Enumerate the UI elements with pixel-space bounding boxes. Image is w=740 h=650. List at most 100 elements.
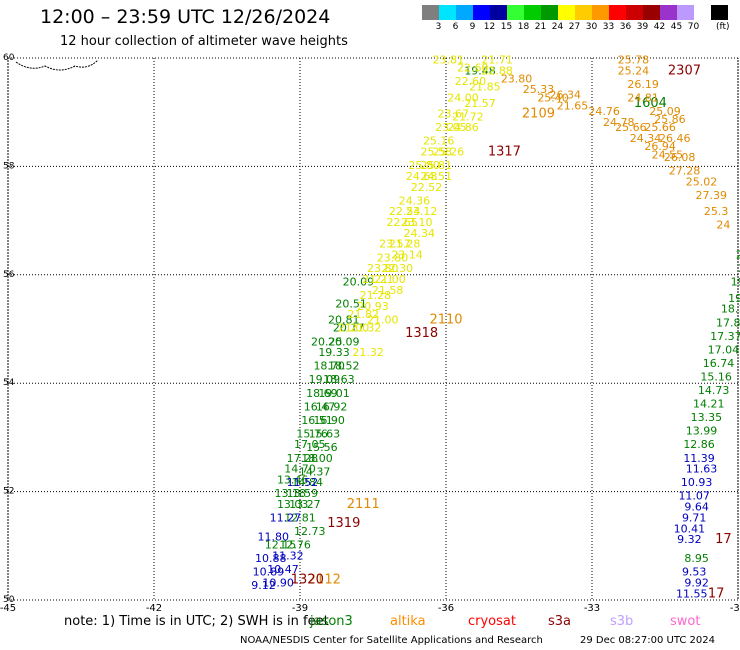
wave-height-label: 24.34 bbox=[630, 132, 662, 145]
wave-height-label: 25.40 bbox=[537, 91, 569, 104]
wave-height-label: 20.17 bbox=[333, 322, 365, 335]
colorbar-tick-label: 45 bbox=[670, 22, 683, 32]
mission-label-cryosat: cryosat bbox=[468, 614, 516, 629]
wave-height-label: 11.32 bbox=[272, 549, 304, 562]
wave-height-label: 22.54 bbox=[389, 205, 421, 218]
wave-height-label: 23.14 bbox=[391, 249, 423, 262]
y-tick-label: 58 bbox=[3, 161, 15, 171]
x-tick-label: -36 bbox=[438, 603, 454, 614]
wave-height-label: 26.94 bbox=[644, 140, 676, 153]
y-tick-label: 56 bbox=[3, 270, 15, 280]
wave-height-label: 19.33 bbox=[318, 346, 350, 359]
wave-height-label: 22.60 bbox=[455, 75, 487, 88]
wave-height-label: 25.81 bbox=[421, 159, 453, 172]
wave-height-label: 12.76 bbox=[279, 539, 311, 552]
wave-height-label: 24.86 bbox=[447, 121, 479, 134]
wave-height-label: 19.6 bbox=[731, 276, 740, 289]
wave-height-label: 19.48 bbox=[464, 64, 496, 77]
wave-height-label: 24 bbox=[736, 249, 740, 262]
wave-height-label: 9.53 bbox=[682, 566, 707, 579]
colorbar-tick-label: 21 bbox=[534, 22, 547, 32]
wave-height-label: 21.32 bbox=[352, 346, 384, 359]
wave-height-label: 20.81 bbox=[328, 314, 360, 327]
wave-height-label: 20.09 bbox=[328, 335, 360, 348]
wave-height-label: 12.73 bbox=[294, 525, 326, 538]
wave-height-label: 14.73 bbox=[698, 384, 730, 397]
y-tick-label: 52 bbox=[3, 487, 14, 497]
wave-height-label: 13.35 bbox=[691, 411, 723, 424]
wave-height-label: 11.39 bbox=[683, 452, 715, 465]
wave-height-label: 13.46 bbox=[277, 473, 309, 486]
wave-height-label: 16.90 bbox=[313, 414, 345, 427]
wave-height-label: 9.12 bbox=[251, 579, 276, 592]
wave-height-label: 23.12 bbox=[406, 205, 438, 218]
wave-height-label: 27.39 bbox=[695, 189, 727, 202]
colorbar-swatch bbox=[592, 5, 609, 20]
wave-height-label: 24.55 bbox=[652, 148, 684, 161]
wave-height-label: 27.28 bbox=[669, 165, 701, 178]
colorbar-tick-label: 18 bbox=[517, 22, 530, 32]
wave-height-label: 25.02 bbox=[686, 175, 718, 188]
wave-height-label: 25.09 bbox=[649, 105, 681, 118]
wave-height-label: 23.05 bbox=[435, 121, 467, 134]
footer-timestamp: 29 Dec 08:27:00 UTC 2024 bbox=[580, 635, 715, 646]
wave-height-label: 23.80 bbox=[377, 251, 409, 264]
colorbar-tick-label: 27 bbox=[568, 22, 581, 32]
wave-height-label: 11.27 bbox=[270, 511, 302, 524]
colorbar-swatch bbox=[422, 5, 439, 20]
y-tick-label: 60 bbox=[3, 53, 15, 63]
wave-height-label: 23.81 bbox=[433, 53, 465, 66]
wave-height-label: 18.69 bbox=[306, 387, 338, 400]
wave-height-label: 20.93 bbox=[357, 300, 389, 313]
wave-height-label: 21.00 bbox=[374, 273, 406, 286]
wave-height-label: 23.80 bbox=[501, 72, 533, 85]
wave-height-label: 17 bbox=[708, 586, 725, 601]
colorbar-swatch bbox=[473, 5, 490, 20]
colorbar-tick-label: 39 bbox=[636, 22, 649, 32]
wave-height-label: 10.47 bbox=[267, 563, 299, 576]
wave-height-label: 25.24 bbox=[618, 64, 650, 77]
colorbar-swatch bbox=[456, 5, 473, 20]
wave-height-label: 22.60 bbox=[457, 62, 489, 75]
colorbar bbox=[422, 5, 728, 20]
wave-height-label: 21.65 bbox=[557, 99, 589, 112]
wave-height-label: 24.51 bbox=[421, 170, 453, 183]
colorbar-swatch bbox=[507, 5, 524, 20]
colorbar-tick-label: 12 bbox=[483, 22, 496, 32]
note-text: note: 1) Time is in UTC; 2) SWH is in fe… bbox=[64, 614, 329, 629]
wave-height-label: 17 bbox=[715, 532, 732, 547]
colorbar-swatch bbox=[490, 5, 507, 20]
colorbar-swatch bbox=[558, 5, 575, 20]
colorbar-swatch bbox=[677, 5, 694, 20]
wave-height-label: 15.56 bbox=[306, 441, 338, 454]
wave-height-label: 23.80 bbox=[367, 262, 399, 275]
wave-height-label: 19.09 bbox=[309, 373, 341, 386]
wave-height-label: 24.76 bbox=[588, 105, 620, 118]
wave-height-label: 10.90 bbox=[262, 576, 294, 589]
wave-height-label: 21.82 bbox=[348, 308, 380, 321]
coastline bbox=[15, 59, 99, 71]
wave-height-label: 18.70 bbox=[313, 360, 345, 373]
wave-height-label: 26.34 bbox=[549, 89, 581, 102]
wave-height-label: 16.47 bbox=[304, 400, 336, 413]
wave-height-label: 20.09 bbox=[343, 276, 375, 289]
wave-height-label: 20.25 bbox=[311, 335, 343, 348]
colorbar-tick-label: 36 bbox=[619, 22, 632, 32]
wave-height-label: 9.64 bbox=[684, 501, 709, 514]
wave-height-label: 10.41 bbox=[674, 522, 706, 535]
chart-title: 12:00 – 23:59 UTC 12/26/2024 bbox=[40, 6, 331, 28]
wave-height-label: 13.03 bbox=[277, 498, 309, 511]
wave-height-label: 19.5 bbox=[728, 292, 740, 305]
y-tick-label: 50 bbox=[3, 595, 15, 605]
colorbar-tick-label: 15 bbox=[500, 22, 513, 32]
wave-height-label: 1604 bbox=[634, 96, 667, 111]
wave-height-label: 25.80 bbox=[408, 159, 440, 172]
wave-height-label: 11.07 bbox=[678, 490, 710, 503]
wave-height-label: 17.28 bbox=[287, 452, 319, 465]
wave-height-label: 13.99 bbox=[686, 425, 718, 438]
mission-label-s3a: s3a bbox=[548, 614, 572, 629]
colorbar-tick-label: 33 bbox=[602, 22, 615, 32]
mission-label-jason3: jason3 bbox=[310, 614, 353, 629]
wave-height-label: 2111 bbox=[347, 497, 380, 512]
wave-height-label: 25.66 bbox=[615, 121, 647, 134]
